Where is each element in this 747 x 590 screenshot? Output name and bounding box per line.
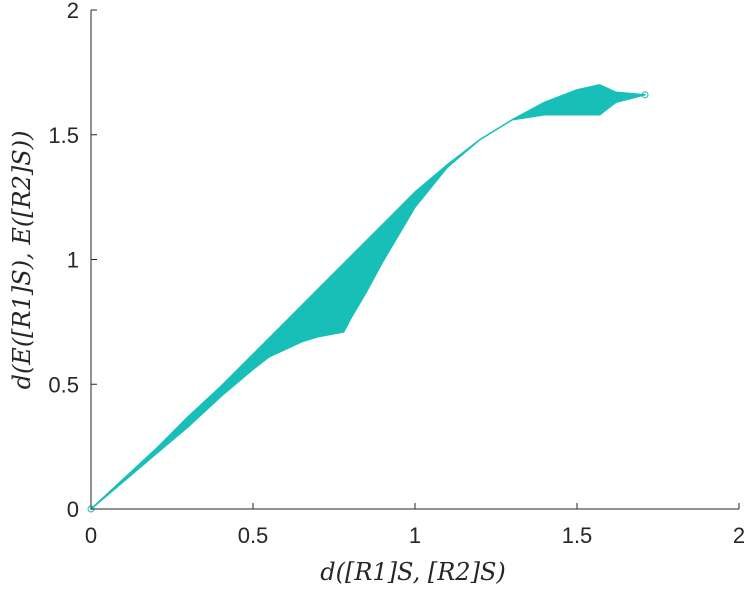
x-ticks: 0 0.5 1 1.5 2 (85, 503, 745, 548)
y-ticks: 0 0.5 1 1.5 2 (48, 0, 97, 522)
plot-area (87, 84, 649, 513)
axes (90, 10, 739, 510)
y-tick-label: 0 (67, 497, 79, 522)
y-tick-label: 1 (67, 248, 79, 273)
y-tick-label: 1.5 (48, 123, 79, 148)
y-tick-label: 2 (67, 0, 79, 23)
x-tick-label: 1 (409, 523, 421, 548)
x-axis-label: d([R1]S, [R2]S) (320, 558, 506, 586)
x-tick-label: 2 (733, 523, 745, 548)
data-point-cloud (90, 84, 646, 510)
data-point (641, 91, 649, 99)
x-tick-label: 1.5 (562, 523, 593, 548)
x-tick-label: 0.5 (238, 523, 269, 548)
y-axis-label: d(E([R1]S), E([R2]S)) (8, 131, 36, 390)
y-tick-label: 0.5 (48, 372, 79, 397)
x-tick-label: 0 (85, 523, 97, 548)
